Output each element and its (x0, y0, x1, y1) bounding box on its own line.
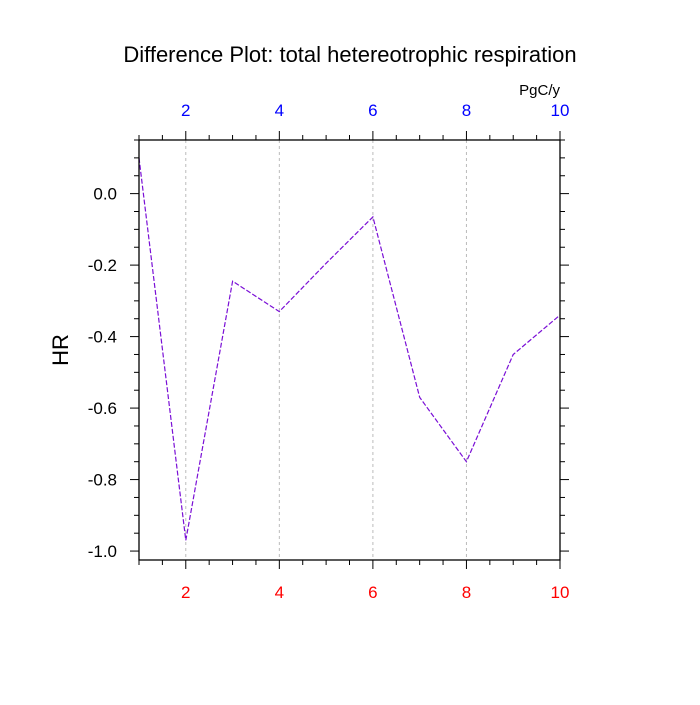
x-top-tick-label: 8 (462, 101, 471, 120)
x-tick-label: 2 (181, 583, 190, 602)
y-tick-label: -0.4 (88, 328, 117, 347)
x-tick-label: 10 (551, 583, 570, 602)
plot-frame (139, 140, 560, 560)
x-top-tick-label: 6 (368, 101, 377, 120)
y-tick-label: 0.0 (93, 185, 117, 204)
y-tick-label: -0.8 (88, 471, 117, 490)
x-top-tick-label: 2 (181, 101, 190, 120)
series-line (139, 158, 560, 540)
grid (186, 140, 560, 560)
y-tick-label: -0.2 (88, 256, 117, 275)
plot-border (139, 140, 560, 560)
tick-labels: 2 4 6 8 10 2 4 6 8 10 0.0 -0.2 -0.4 -0.6 -0.8 -1.0 (88, 101, 570, 602)
units-label: PgC/y (519, 82, 560, 99)
x-tick-label: 4 (275, 583, 284, 602)
y-tick-label: -0.6 (88, 399, 117, 418)
chart-title: Difference Plot: total hetereotrophic re… (123, 42, 576, 67)
y-tick-label: -1.0 (88, 542, 117, 561)
y-axis-label: HR (48, 334, 73, 366)
series (139, 158, 560, 540)
x-top-tick-label: 4 (275, 101, 284, 120)
x-tick-label: 8 (462, 583, 471, 602)
axis-ticks (130, 131, 569, 569)
x-top-tick-label: 10 (551, 101, 570, 120)
x-tick-label: 6 (368, 583, 377, 602)
